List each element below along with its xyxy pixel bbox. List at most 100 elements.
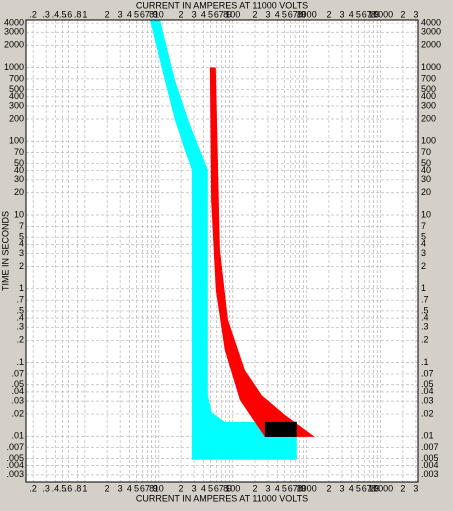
x-tick-label-bottom: .6 xyxy=(65,483,73,493)
curve-band xyxy=(264,421,297,437)
curve-band xyxy=(209,67,315,437)
x-tick-label-bottom: 9 xyxy=(375,483,380,493)
y-tick-label-right: 20 xyxy=(421,187,431,197)
y-tick-label-right: .03 xyxy=(421,395,434,405)
x-tick-label-top: 3 xyxy=(118,9,123,19)
x-tick-label-top: 4 xyxy=(127,9,132,19)
y-tick-label-right: 700 xyxy=(421,73,436,83)
x-tick-label-top: 7 xyxy=(367,9,372,19)
x-tick-label-bottom: 10 xyxy=(154,483,164,493)
y-tick-label-left: .003 xyxy=(6,469,24,479)
y-tick-label-right: 3000 xyxy=(421,27,441,37)
x-tick-label-top: 6 xyxy=(288,9,293,19)
y-tick-label-right: 50 xyxy=(421,158,431,168)
plot-frame xyxy=(25,19,419,483)
y-tick-label-right: 10 xyxy=(421,209,431,219)
curve-band xyxy=(149,20,297,460)
x-tick-label-top: 2 xyxy=(253,9,258,19)
marks xyxy=(149,20,315,460)
x-tick-label-top: 3 xyxy=(413,9,418,19)
x-tick-label-bottom: 2 xyxy=(253,483,258,493)
x-tick-label-top: 2 xyxy=(179,9,184,19)
x-tick-label-bottom: 2 xyxy=(105,483,110,493)
y-tick-label-left: 3000 xyxy=(4,27,24,37)
y-tick-label-right: .5 xyxy=(421,305,429,315)
y-tick-label-left: .5 xyxy=(16,305,24,315)
y-tick-label-right: .004 xyxy=(421,460,439,470)
x-tick-label-bottom: 9 xyxy=(227,483,232,493)
y-tick-label-left: 1000 xyxy=(4,62,24,72)
x-tick-label-bottom: 2 xyxy=(400,483,405,493)
y-tick-label-left: 20 xyxy=(14,187,24,197)
y-tick-label-left: 50 xyxy=(14,158,24,168)
x-tick-label-top: 5 xyxy=(208,9,213,19)
x-tick-label-bottom: 8 xyxy=(149,483,154,493)
x-tick-label-top: 1000 xyxy=(297,9,317,19)
y-tick-label-left: 1 xyxy=(19,283,24,293)
x-tick-label-top: .5 xyxy=(59,9,67,19)
x-tick-label-bottom: 4 xyxy=(275,483,280,493)
y-tick-label-left: .2 xyxy=(16,335,24,345)
y-tick-label-left: 5 xyxy=(19,232,24,242)
x-tick-label-bottom: .2 xyxy=(29,483,37,493)
y-tick-label-right: 500 xyxy=(421,84,436,94)
y-tick-label-right: .05 xyxy=(421,379,434,389)
x-tick-label-top: 9 xyxy=(153,9,158,19)
y-tick-label-right: .007 xyxy=(421,442,439,452)
x-tick-label-bottom: 8 xyxy=(371,483,376,493)
x-tick-label-top: 100 xyxy=(225,9,240,19)
y-tick-label-left: 30 xyxy=(14,174,24,184)
y-tick-label-right: 4000 xyxy=(421,17,441,27)
x-tick-label-bottom: 3 xyxy=(118,483,123,493)
x-tick-label-bottom: 4 xyxy=(127,483,132,493)
x-tick-label-top: 3 xyxy=(266,9,271,19)
x-tick-label-bottom: 3 xyxy=(413,483,418,493)
x-tick-label-bottom: .5 xyxy=(59,483,67,493)
x-tick-label-bottom: 4 xyxy=(349,483,354,493)
x-tick-label-bottom: 5 xyxy=(282,483,287,493)
x-tick-label-bottom: 3 xyxy=(339,483,344,493)
y-tick-label-right: 40 xyxy=(421,165,431,175)
x-tick-label-top: 2 xyxy=(400,9,405,19)
x-tick-label-bottom: .8 xyxy=(74,483,82,493)
x-tick-label-bottom: 7 xyxy=(293,483,298,493)
x-tick-label-bottom: 6 xyxy=(140,483,145,493)
y-tick-label-left: 4000 xyxy=(4,17,24,27)
y-tick-label-left: 3 xyxy=(19,248,24,258)
y-tick-label-left: 2 xyxy=(19,261,24,271)
x-tick-label-top: 1 xyxy=(82,9,87,19)
y-tick-label-right: .2 xyxy=(421,335,429,345)
chart-title: CURRENT IN AMPERES AT 11000 VOLTS xyxy=(136,0,308,10)
x-tick-label-top: .8 xyxy=(74,9,82,19)
y-tick-label-left: .4 xyxy=(16,312,24,322)
x-tick-label-top: 4 xyxy=(275,9,280,19)
x-tick-label-bottom: 4 xyxy=(201,483,206,493)
x-tick-label-bottom: 5 xyxy=(208,483,213,493)
y-tick-label-left: 400 xyxy=(9,91,24,101)
x-tick-label-bottom: 1 xyxy=(82,483,87,493)
x-tick-label-top: .6 xyxy=(65,9,73,19)
x-tick-label-bottom: 6 xyxy=(214,483,219,493)
x-tick-label-top: 8 xyxy=(223,9,228,19)
x-tick-label-bottom: 3 xyxy=(192,483,197,493)
x-tick-label-top: 2 xyxy=(105,9,110,19)
y-tick-label-right: .02 xyxy=(421,408,434,418)
x-tick-label-top: 8 xyxy=(297,9,302,19)
x-tick-label-top: 6 xyxy=(140,9,145,19)
y-tick-label-right: .04 xyxy=(421,386,434,396)
x-tick-label-top: 9 xyxy=(301,9,306,19)
x-tick-label-top: 9 xyxy=(375,9,380,19)
y-tick-label-left: 10 xyxy=(14,209,24,219)
y-tick-label-right: .01 xyxy=(421,431,434,441)
y-axis-label: TIME IN SECONDS xyxy=(0,211,10,291)
y-tick-label-left: 100 xyxy=(9,136,24,146)
x-tick-label-top: 5 xyxy=(134,9,139,19)
x-tick-label-bottom: 7 xyxy=(219,483,224,493)
x-tick-label-top: 8 xyxy=(149,9,154,19)
x-tick-label-bottom: 100 xyxy=(225,483,240,493)
x-tick-label-top: 4 xyxy=(201,9,206,19)
y-tick-label-right: 4 xyxy=(421,239,426,249)
y-tick-label-right: 30 xyxy=(421,174,431,184)
